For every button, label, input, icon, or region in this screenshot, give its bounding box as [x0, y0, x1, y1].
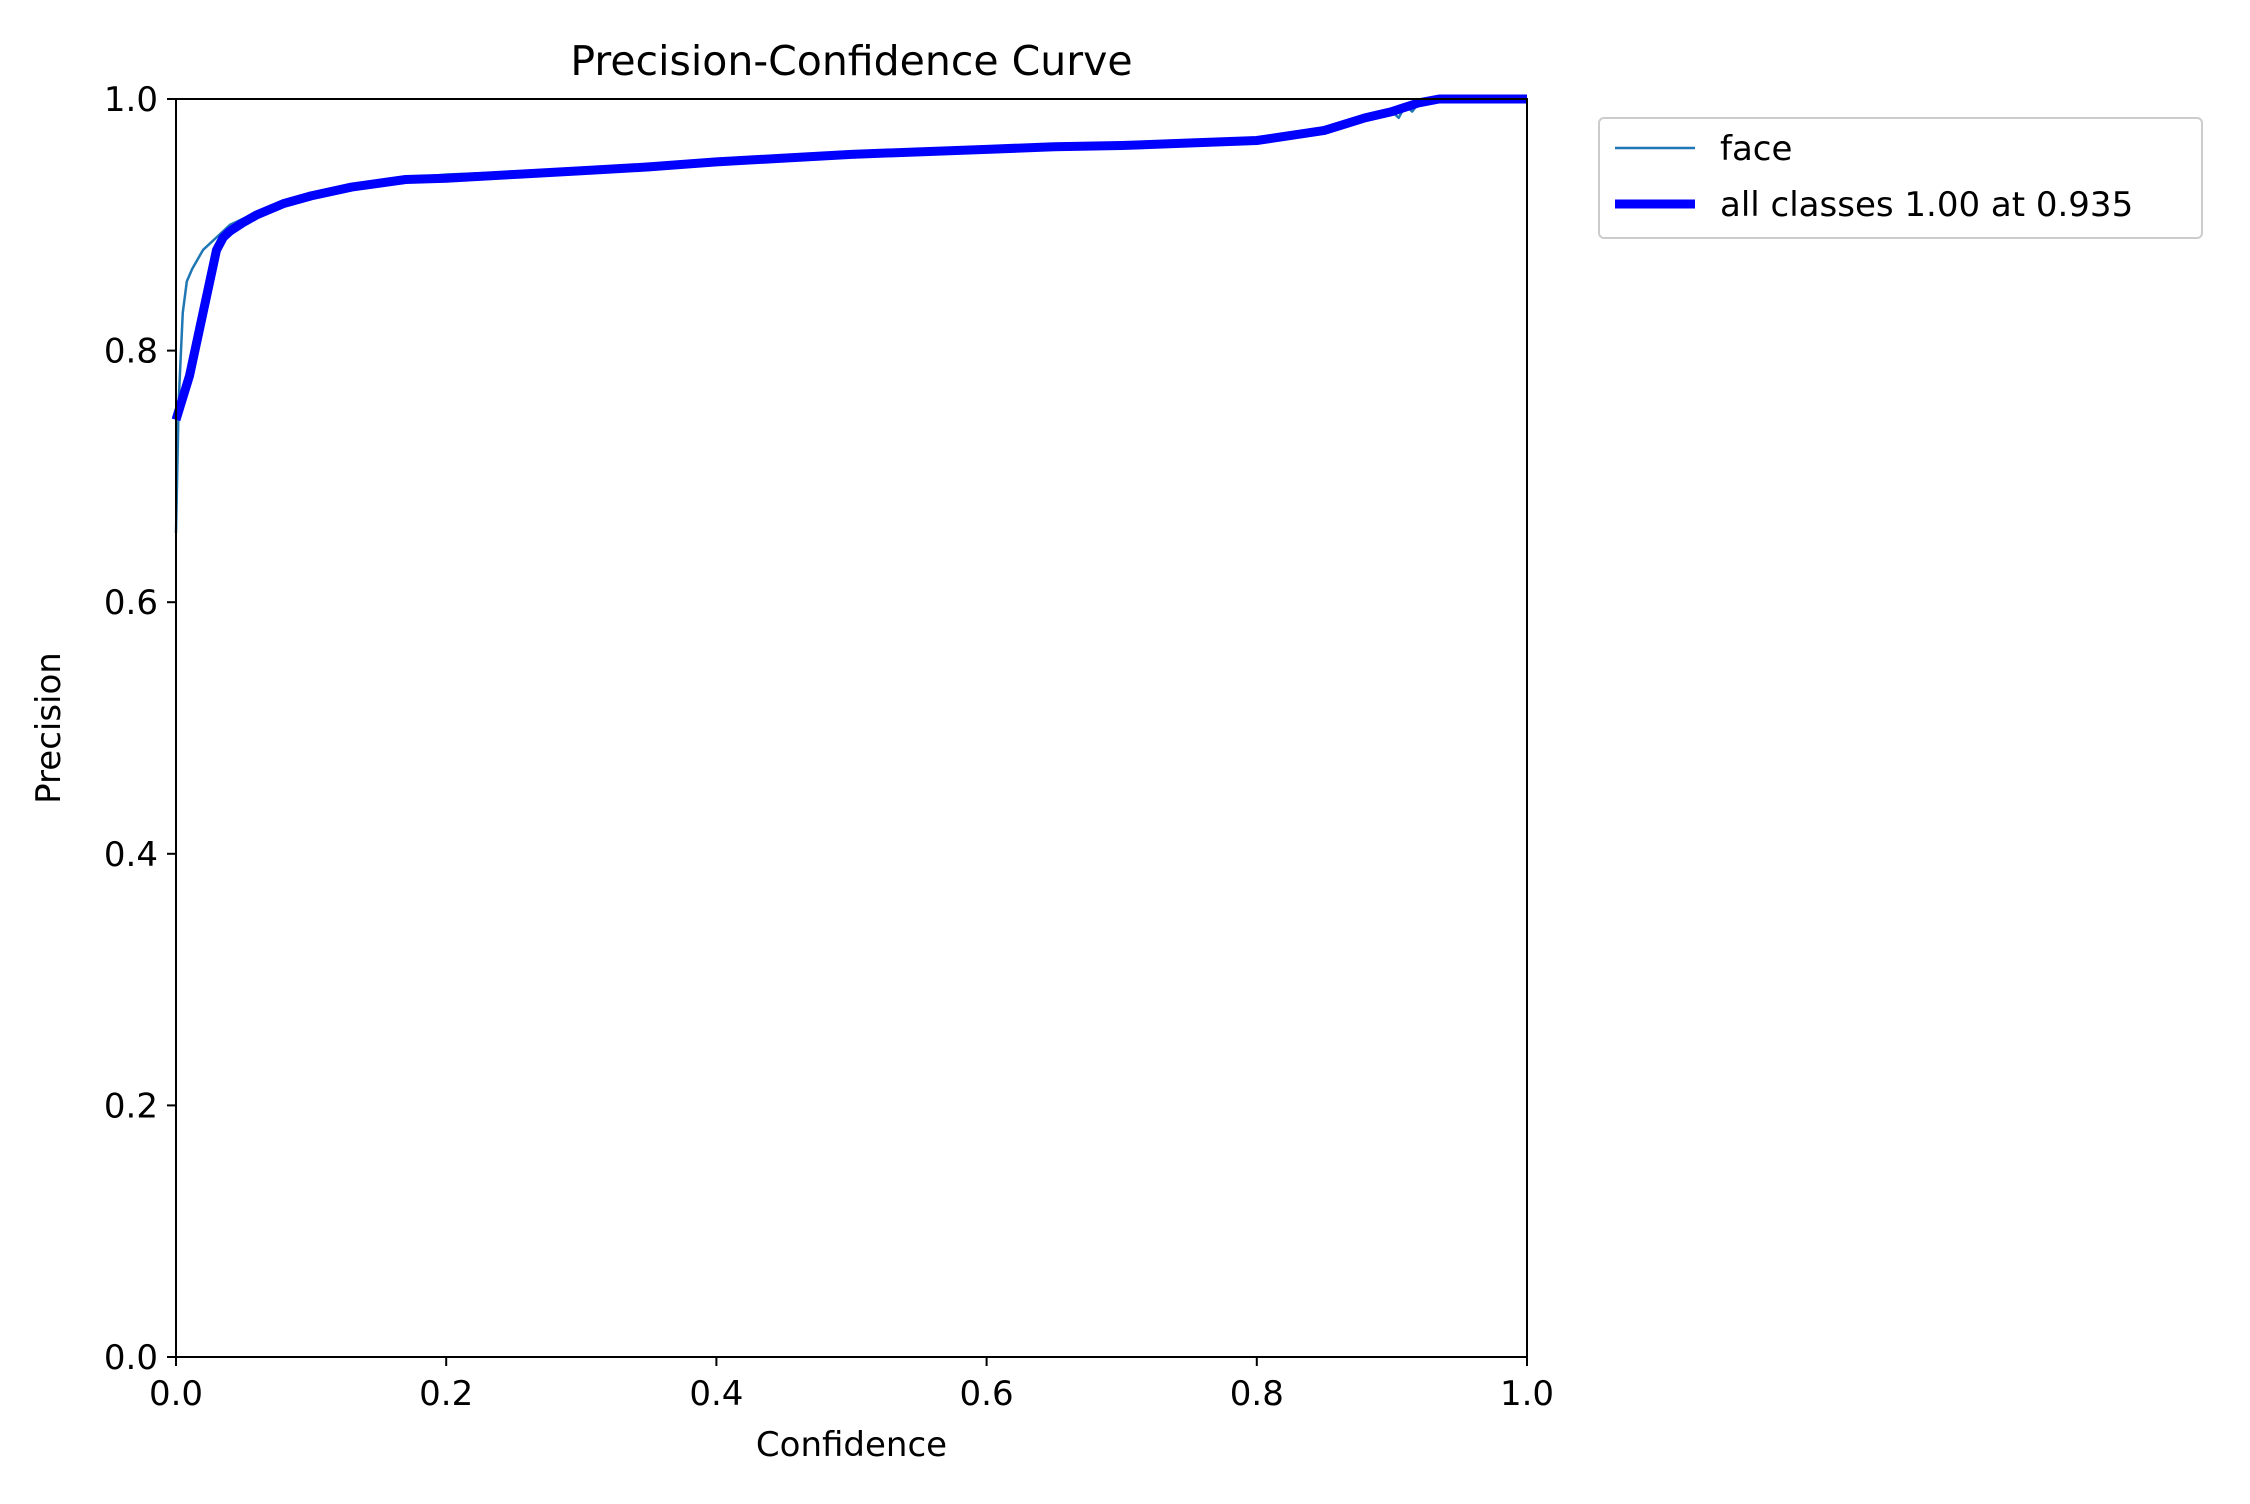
legend-box: [1598, 117, 2203, 239]
y-tick-label: 0.2: [104, 1086, 158, 1126]
series-line-1: [171, 94, 1527, 422]
series-layer: [171, 94, 1527, 534]
y-tick-label: 0.6: [104, 583, 158, 623]
x-tick-label: 0.6: [960, 1374, 1014, 1414]
plot-area: [176, 99, 1527, 1357]
x-tick-label: 1.0: [1500, 1374, 1554, 1414]
y-tick-label: 0.4: [104, 835, 158, 875]
y-tick-label: 1.0: [104, 80, 158, 120]
x-axis-ticks: 0.0 0.2 0.4 0.6 0.8 1.0: [149, 1357, 1554, 1414]
x-axis-label: Confidence: [756, 1425, 947, 1465]
plot-background: [176, 99, 1527, 1357]
x-tick-label: 0.4: [689, 1374, 743, 1414]
legend-label-0: face: [1720, 129, 1792, 169]
plot-frame: [175, 98, 1528, 1358]
y-tick-label: 0.0: [104, 1338, 158, 1378]
x-tick-label: 0.8: [1230, 1374, 1284, 1414]
legend: face all classes 1.00 at 0.935: [1598, 117, 2203, 239]
y-axis-ticks: 0.0 0.2 0.4 0.6 0.8 1.0: [104, 80, 176, 1378]
y-tick-label: 0.8: [104, 332, 158, 372]
x-tick-label: 0.2: [419, 1374, 473, 1414]
chart-title: Precision-Confidence Curve: [570, 37, 1132, 85]
legend-label-1: all classes 1.00 at 0.935: [1720, 185, 2133, 225]
x-tick-label: 0.0: [149, 1374, 203, 1414]
y-axis-label: Precision: [29, 652, 69, 804]
